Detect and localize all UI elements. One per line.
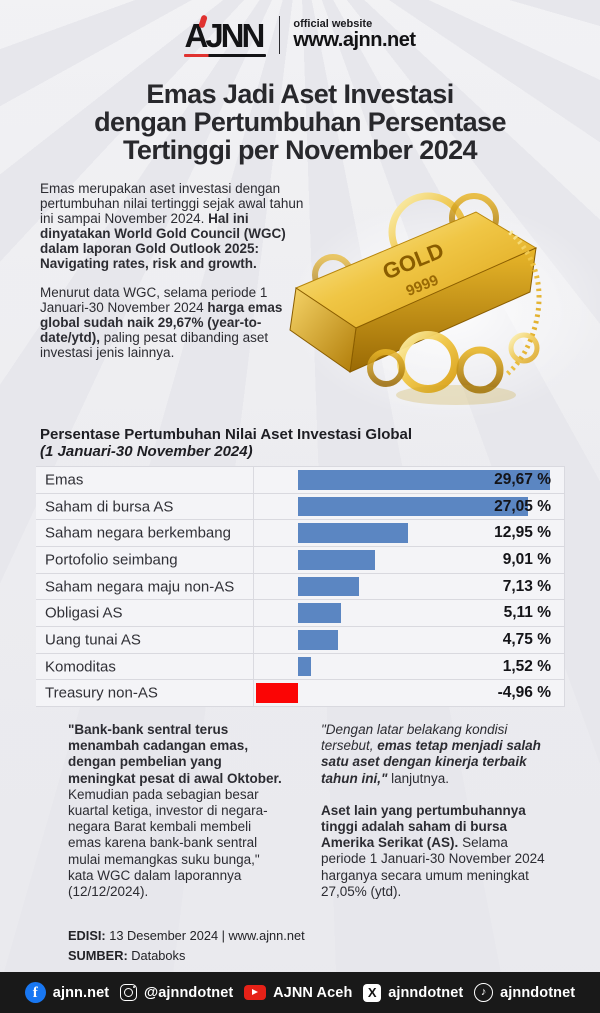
header-divider xyxy=(279,16,281,54)
page-title: Emas Jadi Aset Investasi dengan Pertumbu… xyxy=(0,80,600,164)
chart-row: Portofolio seimbang 9,01 % xyxy=(36,547,564,574)
text-run: Aset lain yang pertumbuhannya tinggi ada… xyxy=(321,802,526,851)
youtube-icon xyxy=(244,985,267,1000)
chart-row-value: 27,05 % xyxy=(494,497,551,515)
text-run: EDISI: xyxy=(68,928,106,943)
social-handle: AJNN Aceh xyxy=(273,984,353,1001)
chart-row-label: Saham di bursa AS xyxy=(45,498,174,515)
text-run: "Dengan latar belakang kondisi tersebut, xyxy=(321,722,508,754)
source-line: SUMBER: Databoks xyxy=(68,946,305,966)
edition-line: EDISI: 13 Desember 2024 | www.ajnn.net xyxy=(68,926,305,946)
social-handle: ajnndotnet xyxy=(500,984,576,1001)
chart-row-value: -4,96 % xyxy=(497,684,551,702)
text-run: Kemudian pada sebagian besar kuartal ket… xyxy=(68,786,268,900)
intro-paragraph-2: Menurut data WGC, selama periode 1 Janua… xyxy=(40,286,305,361)
chart-row: Komoditas 1,52 % xyxy=(36,654,564,681)
chart-row-value: 7,13 % xyxy=(502,577,551,595)
chart-row-label: Uang tunai AS xyxy=(45,631,141,649)
chart-subtitle: (1 Januari-30 November 2024) xyxy=(40,442,253,460)
text-run: lanjutnya. xyxy=(387,770,449,786)
chart-row: Saham di bursa AS 27,05 % xyxy=(36,494,564,521)
official-website-label: official website xyxy=(293,17,373,30)
chart-row-value: 1,52 % xyxy=(502,657,551,675)
quote-continuation: "Dengan latar belakang kondisi tersebut,… xyxy=(321,722,553,787)
text-run: Menurut data WGC, selama periode 1 Janua… xyxy=(40,285,268,316)
chart-row-value: 5,11 % xyxy=(503,604,551,622)
quote-wgc: "Bank-bank sentral terus menambah cadang… xyxy=(68,722,286,900)
site-url-link[interactable]: www.ajnn.net xyxy=(293,29,416,52)
text-run: Hal ini dinyatakan World Gold Council (W… xyxy=(40,210,286,271)
chart-bar-positive xyxy=(298,523,409,544)
chart-bar-positive xyxy=(298,630,339,650)
bar-chart: Emas 29,67 % Saham di bursa AS 27,05 % Saham… xyxy=(36,466,565,707)
chart-row: Uang tunai AS 4,75 % xyxy=(36,627,564,654)
text-run: Selama periode 1 Januari-30 November 202… xyxy=(321,835,545,899)
text-run: "Bank-bank sentral terus menambah cadang… xyxy=(68,722,282,786)
chart-row: Saham negara maju non-AS 7,13 % xyxy=(36,574,564,601)
title-line-1: Emas Jadi Aset Investasi xyxy=(146,79,454,109)
social-handle: ajnn.net xyxy=(52,984,110,1001)
text-run: harga emas global sudah naik 29,67% (yea… xyxy=(40,300,283,346)
chart-row: Emas 29,67 % xyxy=(36,467,564,494)
logo-tagline-strip xyxy=(184,53,267,57)
instagram-icon xyxy=(119,984,137,1001)
chart-row-label: Saham negara maju non-AS xyxy=(45,578,235,596)
chart-row-label: Saham negara berkembang xyxy=(45,524,231,542)
logo-text: AJNN xyxy=(184,16,265,54)
text-run: emas tetap menjadi salah satu aset denga… xyxy=(321,738,541,786)
chart-row-label: Treasury non-AS xyxy=(45,684,158,702)
chart-rows: Emas 29,67 % Saham di bursa AS 27,05 % Saham… xyxy=(36,467,564,706)
social-link-instagram[interactable]: @ajnndotnet xyxy=(119,984,234,1001)
social-link-tiktok[interactable]: ♪ ajnndotnet xyxy=(474,983,575,1002)
chart-row: Saham negara berkembang 12,95 % xyxy=(36,520,564,548)
chart-title: Persentase Pertumbuhan Nilai Aset Invest… xyxy=(40,426,413,443)
social-handle: @ajnndotnet xyxy=(143,984,234,1001)
text-run: 13 Desember 2024 | www.ajnn.net xyxy=(105,928,305,943)
chart-row: Treasury non-AS -4,96 % xyxy=(36,680,564,706)
title-line-3: Tertinggi per November 2024 xyxy=(123,135,478,165)
right-column: "Dengan latar belakang kondisi tersebut,… xyxy=(321,722,553,900)
chart-row-label: Portofolio seimbang xyxy=(45,551,178,569)
facebook-icon: f xyxy=(24,982,46,1003)
chart-row-label: Emas xyxy=(45,471,84,489)
social-handle: ajnndotnet xyxy=(388,984,464,1001)
x-icon: X xyxy=(363,983,382,1002)
site-block: official website www.ajnn.net xyxy=(293,17,416,52)
chart-bar-negative xyxy=(255,683,298,704)
intro-text: Emas merupakan aset investasi dengan per… xyxy=(40,181,305,376)
chart-heading: Persentase Pertumbuhan Nilai Aset Invest… xyxy=(40,426,413,460)
chart-gridline-vertical xyxy=(253,467,254,706)
ajnn-logo: AJNN xyxy=(184,13,267,57)
text-run: SUMBER: xyxy=(68,948,128,963)
title-line-2: dengan Pertumbuhan Persentase xyxy=(94,107,506,137)
chart-bar-positive xyxy=(298,576,359,597)
chart-bar-positive xyxy=(298,656,311,677)
us-stocks-paragraph: Aset lain yang pertumbuhannya tinggi ada… xyxy=(321,803,553,900)
chart-row-value: 9,01 % xyxy=(502,550,551,568)
text-run: Emas merupakan aset investasi dengan per… xyxy=(40,181,304,226)
text-run: paling pesat dibanding aset investasi je… xyxy=(40,330,269,361)
chart-row-value: 4,75 % xyxy=(502,630,551,648)
meta-info: EDISI: 13 Desember 2024 | www.ajnn.net S… xyxy=(68,926,305,966)
chart-row-value: 12,95 % xyxy=(494,524,551,542)
chart-row-label: Obligasi AS xyxy=(45,604,123,622)
social-link-youtube[interactable]: AJNN Aceh xyxy=(244,985,352,1001)
chart-row-label: Komoditas xyxy=(45,658,116,676)
chart-bar-positive xyxy=(298,550,375,570)
social-link-facebook[interactable]: f ajnn.net xyxy=(24,982,110,1003)
tiktok-icon: ♪ xyxy=(474,983,494,1002)
chart-row: Obligasi AS 5,11 % xyxy=(36,600,564,628)
gold-bar-jewelry-illustration: GOLD 9999 xyxy=(288,192,600,420)
header: AJNN official website www.ajnn.net xyxy=(0,13,600,57)
text-run: Databoks xyxy=(127,948,186,963)
chart-row-value: 29,67 % xyxy=(494,470,551,488)
chart-bar-positive xyxy=(298,603,342,624)
intro-paragraph-1: Emas merupakan aset investasi dengan per… xyxy=(40,181,305,271)
